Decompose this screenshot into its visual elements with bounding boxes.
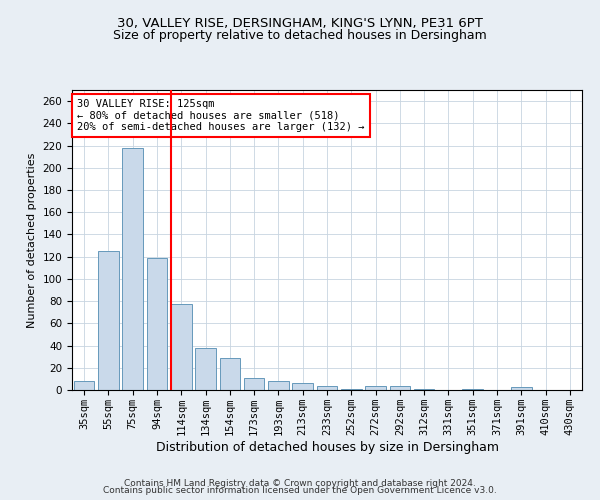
Text: 30 VALLEY RISE: 125sqm
← 80% of detached houses are smaller (518)
20% of semi-de: 30 VALLEY RISE: 125sqm ← 80% of detached… [77, 99, 365, 132]
Bar [98, 251, 119, 390]
Bar [365, 386, 386, 390]
Text: Contains HM Land Registry data © Crown copyright and database right 2024.: Contains HM Land Registry data © Crown c… [124, 478, 476, 488]
Text: Contains public sector information licensed under the Open Government Licence v3: Contains public sector information licen… [103, 486, 497, 495]
Bar [463, 389, 483, 390]
Y-axis label: Number of detached properties: Number of detached properties [27, 152, 37, 328]
Bar [171, 304, 191, 390]
Bar [292, 384, 313, 390]
Bar [511, 386, 532, 390]
Text: Size of property relative to detached houses in Dersingham: Size of property relative to detached ho… [113, 29, 487, 42]
X-axis label: Distribution of detached houses by size in Dersingham: Distribution of detached houses by size … [155, 440, 499, 454]
Bar [317, 386, 337, 390]
Bar [122, 148, 143, 390]
Bar [74, 381, 94, 390]
Bar [146, 258, 167, 390]
Text: 30, VALLEY RISE, DERSINGHAM, KING'S LYNN, PE31 6PT: 30, VALLEY RISE, DERSINGHAM, KING'S LYNN… [117, 18, 483, 30]
Bar [195, 348, 216, 390]
Bar [341, 389, 362, 390]
Bar [389, 386, 410, 390]
Bar [220, 358, 240, 390]
Bar [414, 389, 434, 390]
Bar [244, 378, 265, 390]
Bar [268, 381, 289, 390]
